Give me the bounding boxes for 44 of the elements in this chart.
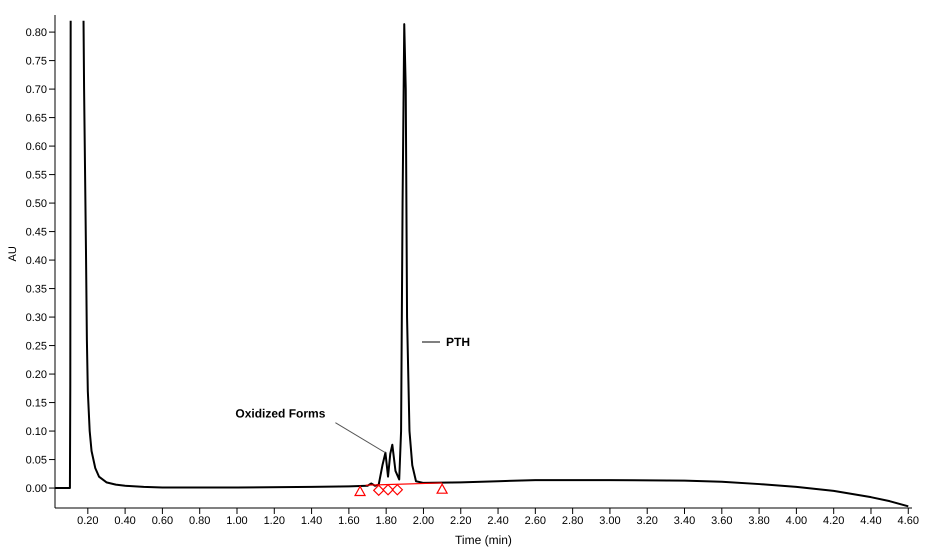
x-tick-label: 3.00 <box>599 514 621 527</box>
y-tick-label: 0.80 <box>26 27 47 40</box>
y-tick-label: 0.75 <box>26 56 47 68</box>
y-tick-label: 0.65 <box>26 112 47 124</box>
y-tick-label: 0.10 <box>26 426 47 438</box>
x-tick-label: 4.60 <box>898 514 919 527</box>
x-tick-label: 1.00 <box>226 514 248 527</box>
y-axis-title: AU <box>6 246 19 262</box>
x-tick-label: 2.40 <box>487 514 509 527</box>
y-tick-label: 0.25 <box>26 340 47 352</box>
x-tick-label: 0.60 <box>152 514 174 527</box>
y-tick-label: 0.30 <box>26 312 47 324</box>
x-tick-label: 4.40 <box>860 514 882 527</box>
annotation: Oxidized Forms <box>235 406 326 421</box>
y-tick-label: 0.55 <box>26 169 47 182</box>
x-tick-label: 1.60 <box>338 514 360 527</box>
y-tick-label: 0.50 <box>26 198 47 210</box>
x-tick-label: 2.20 <box>450 514 472 527</box>
y-tick-label: 0.70 <box>26 84 47 96</box>
y-tick-label: 0.20 <box>26 368 47 381</box>
y-tick-label: 0.60 <box>26 140 47 153</box>
annotation: PTH <box>446 335 470 349</box>
y-tick-label: 0.00 <box>26 482 47 495</box>
y-tick-label: 0.15 <box>26 397 47 410</box>
x-tick-label: 0.20 <box>77 514 99 527</box>
x-tick-label: 0.40 <box>114 514 136 527</box>
x-tick-label: 2.80 <box>562 514 584 527</box>
y-tick-label: 0.35 <box>26 283 47 296</box>
x-tick-label: 3.60 <box>711 514 733 527</box>
x-tick-label: 1.40 <box>300 514 322 527</box>
x-tick-label: 2.60 <box>524 514 546 527</box>
x-tick-label: 0.80 <box>188 514 210 527</box>
x-tick-label: 3.20 <box>636 514 658 527</box>
y-tick-label: 0.45 <box>26 226 47 238</box>
y-tick-label: 0.40 <box>26 254 47 267</box>
x-axis-title: Time (min) <box>455 533 512 547</box>
x-tick-label: 3.40 <box>674 514 696 527</box>
y-tick-label: 0.05 <box>26 454 47 466</box>
x-tick-label: 4.20 <box>822 514 844 527</box>
x-tick-label: 3.80 <box>748 514 770 527</box>
x-tick-label: 4.00 <box>786 514 808 527</box>
x-tick-label: 1.20 <box>264 514 285 527</box>
x-tick-label: 2.00 <box>412 514 434 527</box>
x-tick-label: 1.80 <box>375 514 397 527</box>
